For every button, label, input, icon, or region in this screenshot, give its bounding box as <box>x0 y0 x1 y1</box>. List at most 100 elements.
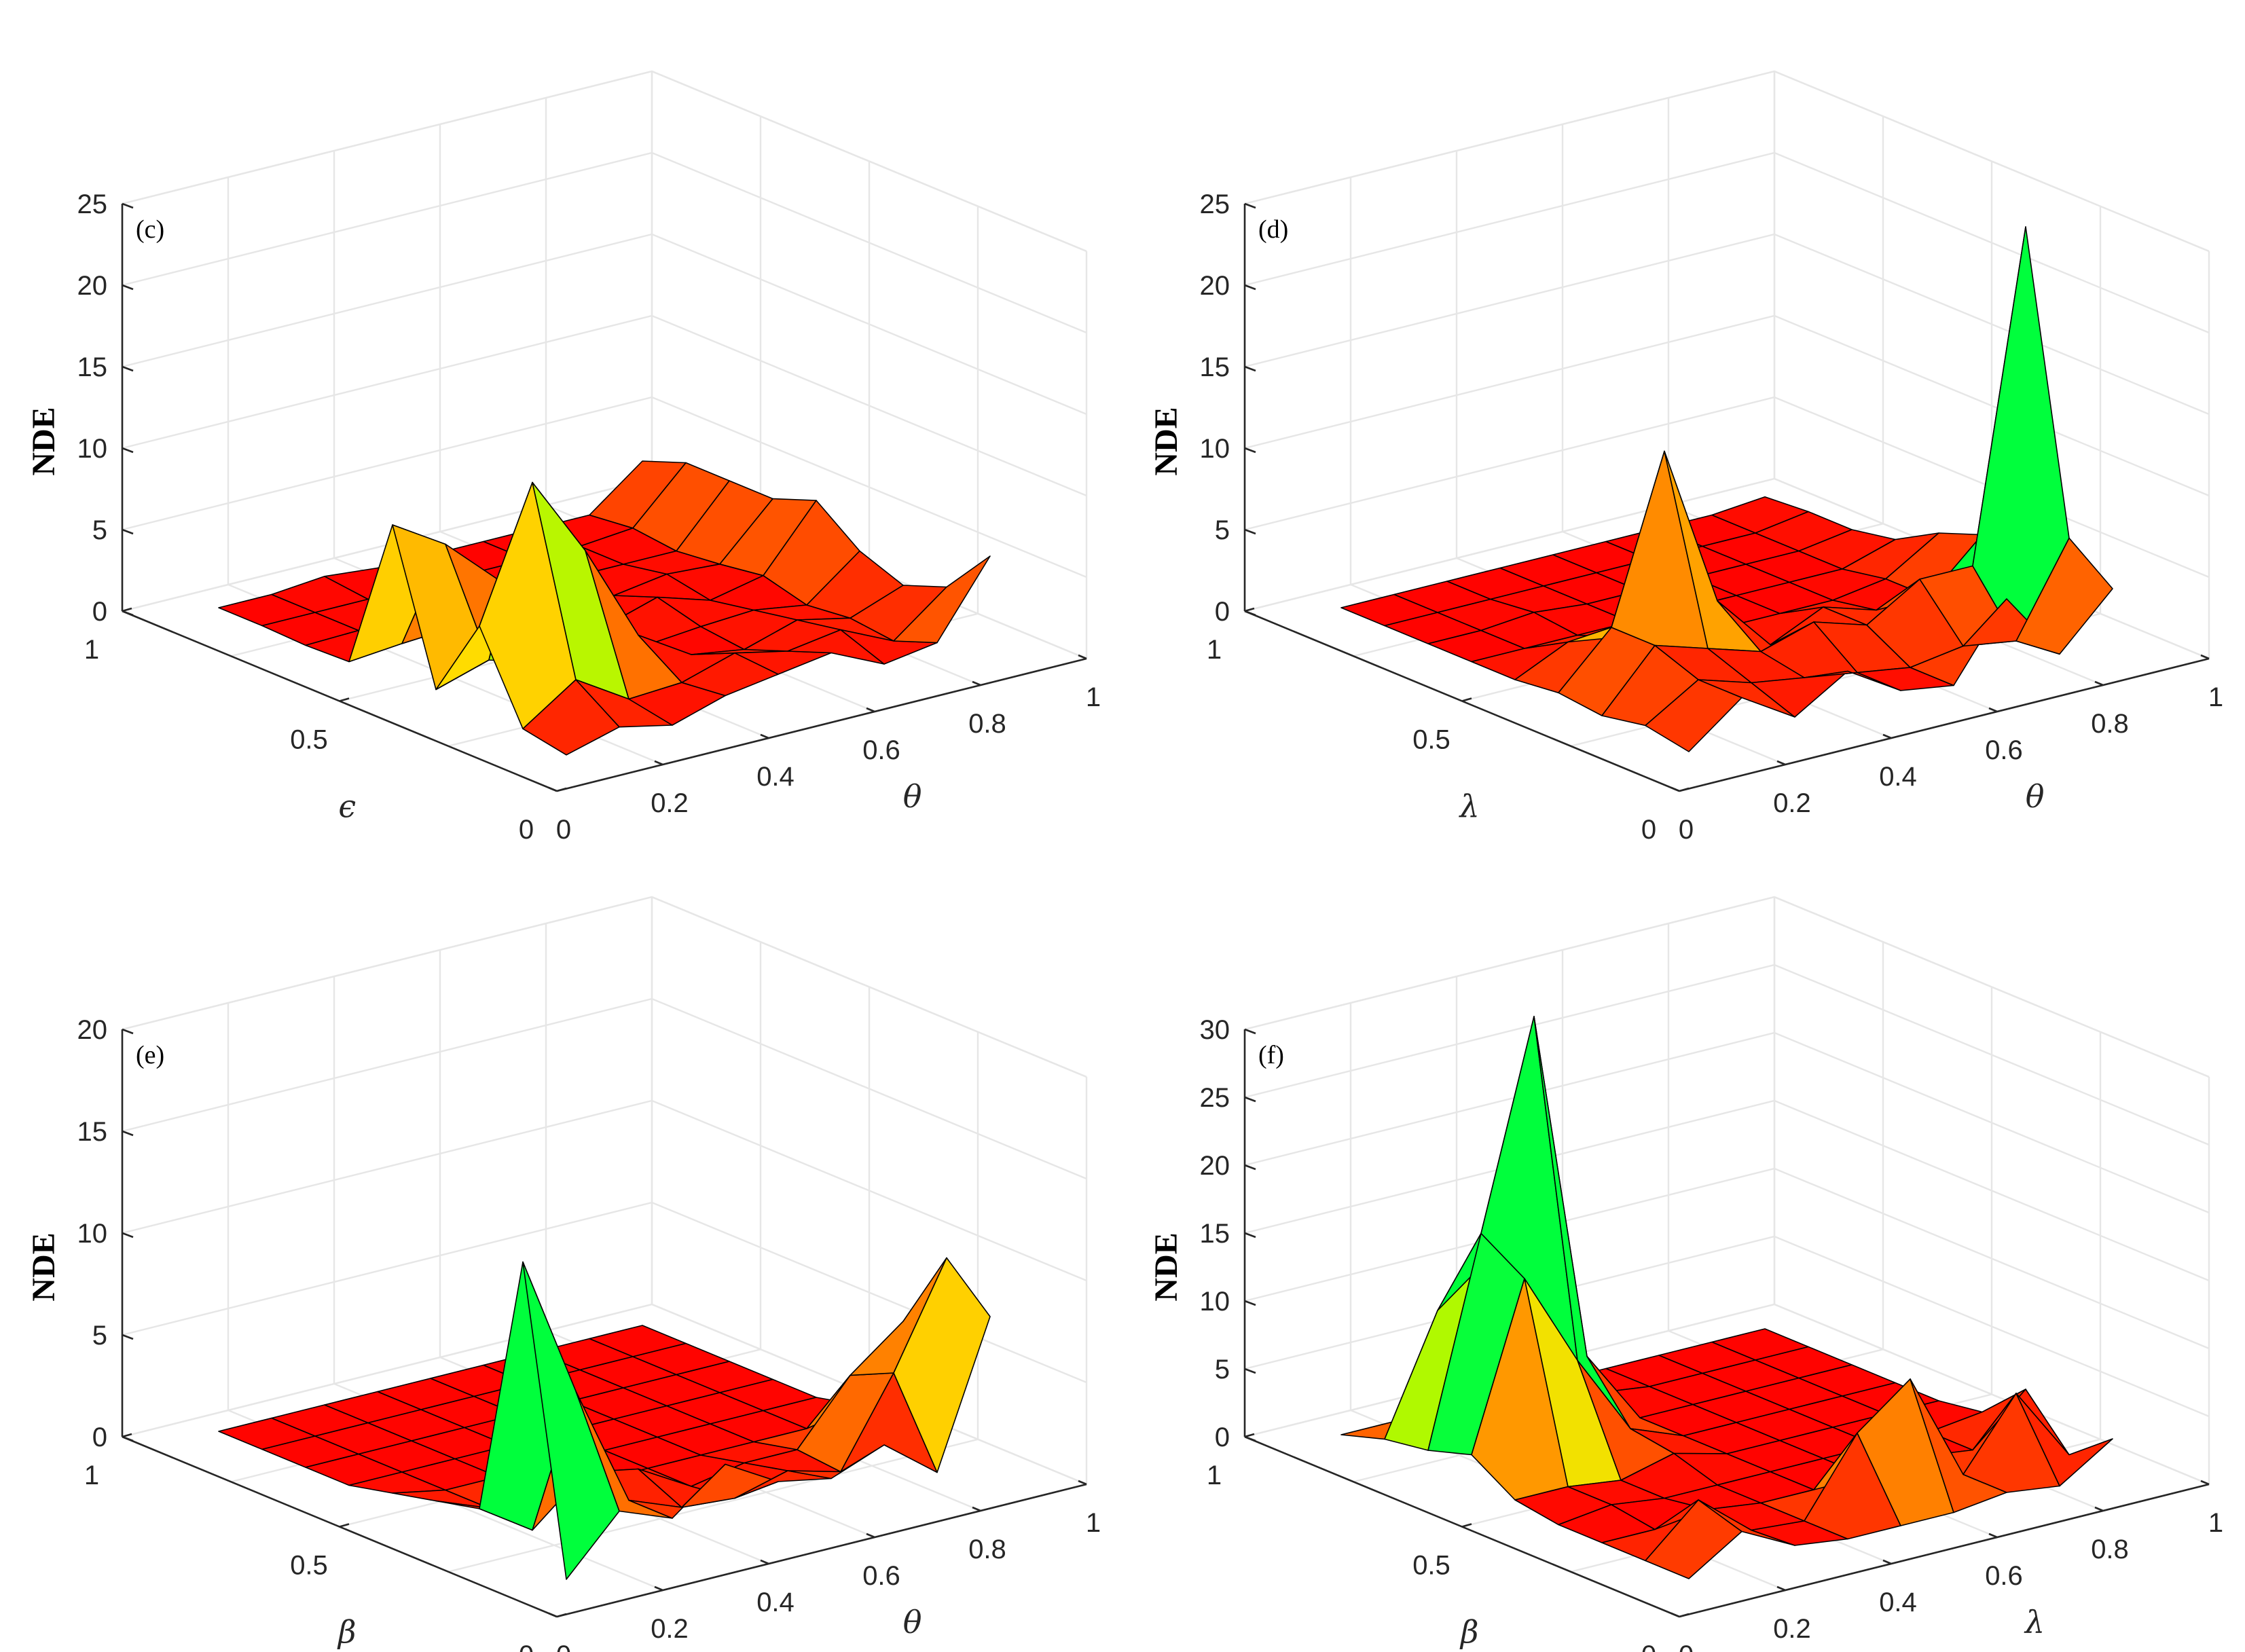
z-tick-mark <box>1244 1435 1256 1442</box>
y-tick-mark <box>122 1433 132 1438</box>
y-tick-mark <box>1244 607 1255 612</box>
x-tick-mark <box>972 1506 981 1512</box>
z-axis-label: NDE <box>1148 407 1184 475</box>
z-tick-label: 0 <box>1215 1422 1230 1452</box>
z-axis-label: NDE <box>26 1232 62 1301</box>
y-tick-mark <box>556 787 567 792</box>
x-tick-label: 0.6 <box>1985 735 2023 765</box>
z-axis-label: NDE <box>26 407 62 475</box>
z-tick-label: 10 <box>77 1219 108 1249</box>
y-tick-mark <box>1461 1523 1472 1528</box>
y-tick-mark <box>1244 1433 1255 1438</box>
x-tick-mark <box>1988 707 1998 713</box>
z-tick-mark <box>122 528 134 535</box>
x-tick-mark <box>1671 786 1680 792</box>
z-tick-mark <box>122 1334 134 1340</box>
x-axis-line <box>556 1483 1087 1618</box>
x-tick-mark <box>654 1585 663 1592</box>
x-tick-mark <box>760 733 769 739</box>
y-tick-label: 0.5 <box>290 1551 328 1581</box>
x-tick-label: 1 <box>2208 1508 2223 1538</box>
z-tick-mark <box>122 284 134 291</box>
x-tick-mark <box>1078 654 1087 660</box>
z-tick-label: 15 <box>1200 352 1230 382</box>
z-tick-mark <box>1244 1300 1256 1306</box>
x-tick-label: 1 <box>1086 1508 1101 1538</box>
z-tick-mark <box>122 1028 134 1035</box>
x-tick-mark <box>1671 1612 1680 1618</box>
panel-label: (d) <box>1258 215 1288 244</box>
z-tick-mark <box>1244 1368 1256 1374</box>
x-axis-label: θ <box>903 1604 922 1640</box>
y-tick-mark <box>122 607 132 612</box>
z-tick-label: 25 <box>77 189 108 219</box>
x-axis-label: θ <box>903 778 922 815</box>
x-tick-mark <box>2094 1506 2104 1512</box>
y-tick-mark <box>1679 787 1690 792</box>
z-tick-label: 10 <box>77 434 108 464</box>
z-axis-label: NDE <box>1148 1232 1184 1301</box>
x-tick-mark <box>1078 1480 1087 1486</box>
x-axis-label: θ <box>2026 778 2045 815</box>
z-tick-label: 20 <box>77 1015 108 1045</box>
z-tick-label: 25 <box>1200 1083 1230 1113</box>
y-tick-label: 0 <box>519 815 534 845</box>
y-tick-label: 1 <box>1207 635 1222 665</box>
x-tick-mark <box>760 1559 769 1565</box>
x-tick-label: 0.2 <box>651 788 689 818</box>
x-tick-label: 0 <box>1679 815 1694 845</box>
x-tick-label: 0.4 <box>756 762 795 792</box>
z-tick-mark <box>1244 202 1256 209</box>
x-tick-label: 0.4 <box>756 1587 795 1617</box>
surface-facet <box>893 1257 991 1473</box>
panel-label: (c) <box>136 215 164 244</box>
x-tick-mark <box>2200 1480 2210 1486</box>
y-axis-label: β <box>337 1614 357 1651</box>
x-tick-mark <box>866 707 875 713</box>
surface-facet <box>893 555 991 644</box>
x-tick-label: 0.4 <box>1879 762 1917 792</box>
x-tick-label: 0.6 <box>862 1561 900 1591</box>
z-tick-label: 5 <box>1215 515 1230 545</box>
z-tick-label: 20 <box>1200 1151 1230 1181</box>
y-tick-label: 0 <box>1641 1640 1656 1652</box>
x-tick-mark <box>1776 760 1786 766</box>
z-tick-mark <box>122 1232 134 1238</box>
x-tick-mark <box>2094 680 2104 686</box>
y-tick-label: 0 <box>519 1640 534 1652</box>
y-axis-label: β <box>1459 1614 1479 1651</box>
x-tick-mark <box>1776 1585 1786 1592</box>
z-tick-mark <box>1244 1028 1256 1035</box>
y-axis-label: λ <box>1459 788 1480 825</box>
surface-facet <box>2015 1393 2113 1487</box>
x-tick-mark <box>1882 733 1892 739</box>
z-tick-label: 15 <box>1200 1219 1230 1249</box>
y-tick-label: 0.5 <box>1412 1551 1450 1581</box>
x-tick-mark <box>866 1532 875 1539</box>
x-tick-label: 0.8 <box>968 1535 1006 1564</box>
x-tick-label: 0 <box>1679 1640 1694 1652</box>
z-tick-mark <box>1244 447 1256 454</box>
z-tick-mark <box>1244 528 1256 535</box>
z-tick-label: 5 <box>1215 1355 1230 1384</box>
z-tick-label: 0 <box>92 1422 107 1452</box>
y-tick-mark <box>339 1523 350 1528</box>
z-tick-mark <box>122 202 134 209</box>
z-tick-label: 20 <box>1200 271 1230 301</box>
x-tick-label: 0.2 <box>1773 1614 1811 1644</box>
z-tick-label: 15 <box>77 352 108 382</box>
z-tick-label: 30 <box>1200 1015 1230 1045</box>
y-tick-label: 0.5 <box>290 725 328 755</box>
z-tick-label: 0 <box>92 597 107 627</box>
x-tick-label: 0.6 <box>1985 1561 2023 1591</box>
z-tick-label: 5 <box>92 515 107 545</box>
x-tick-label: 0.8 <box>2091 709 2129 739</box>
y-tick-label: 1 <box>84 635 99 665</box>
z-tick-mark <box>122 1435 134 1442</box>
